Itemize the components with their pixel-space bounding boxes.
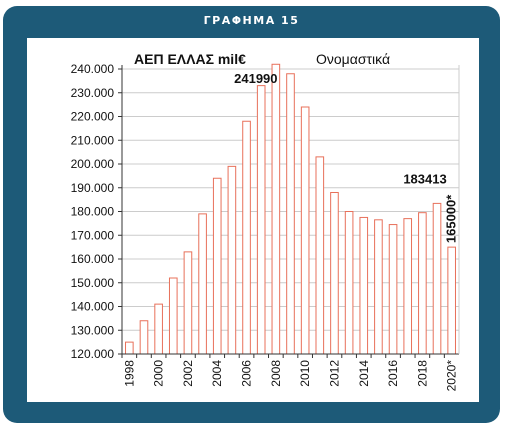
bar	[286, 73, 295, 355]
y-tick-label: 230.000	[71, 86, 115, 100]
chart-title: ΑΕΠ ΕΛΛΑΣ mil€	[134, 51, 246, 67]
y-tick-label: 130.000	[71, 323, 115, 337]
bar	[418, 212, 427, 355]
bar	[256, 85, 266, 355]
bar	[374, 219, 383, 355]
x-tick-label: 2012	[327, 360, 341, 387]
x-tick-label: 2020*	[445, 360, 459, 392]
x-tick-label: 2008	[269, 360, 283, 387]
bar	[359, 216, 369, 355]
y-tick-label: 150.000	[71, 276, 115, 290]
y-tick-label: 240.000	[71, 62, 115, 76]
bar	[300, 106, 310, 355]
bar	[447, 246, 456, 355]
axes	[118, 65, 460, 358]
bar	[271, 63, 281, 355]
y-tick-label: 120.000	[71, 347, 115, 361]
bar	[227, 165, 237, 355]
bar	[168, 277, 178, 355]
data-label: 241990	[234, 71, 277, 86]
bar	[139, 320, 149, 355]
y-tick-label: 160.000	[71, 252, 115, 266]
y-tick-label: 210.000	[71, 133, 115, 147]
bar	[330, 192, 339, 355]
x-tick-label: 2016	[386, 360, 400, 387]
y-tick-label: 200.000	[71, 157, 115, 171]
y-tick-label: 140.000	[71, 300, 115, 314]
chart-subtitle: Ονομαστικά	[316, 51, 390, 67]
frame-title: ΓΡΑΦΗΜΑ 15	[203, 14, 300, 27]
x-tick-label: 2010	[298, 360, 312, 387]
bar	[403, 218, 413, 355]
chart-panel: 120.000 130.000 140.000 150.000 160.000 170.0…	[27, 38, 479, 402]
x-tick-label: 1998	[122, 360, 136, 387]
bar	[125, 341, 134, 355]
data-label: 183413	[403, 171, 446, 186]
bar	[154, 303, 163, 355]
bar	[344, 211, 354, 355]
x-tick-label: 2006	[240, 360, 254, 387]
chart-frame: ΓΡΑΦΗΜΑ 15 120.000 130.000 140.000 150.000 1…	[3, 6, 500, 423]
data-label: 165000*	[444, 194, 459, 243]
bar	[388, 224, 398, 355]
x-tick-labels: 1998 2000 2002 2004 2006 2008 2010 2012 2014 2016…	[122, 360, 458, 392]
x-tick-label: 2002	[181, 360, 195, 387]
x-tick-label: 2018	[415, 360, 429, 387]
bar	[432, 202, 442, 355]
x-tick-label: 2004	[210, 360, 224, 387]
bar	[242, 120, 251, 355]
bar	[183, 251, 193, 355]
y-tick-label: 220.000	[71, 110, 115, 124]
y-tick-label: 170.000	[71, 228, 115, 242]
bar-chart: 120.000 130.000 140.000 150.000 160.000 170.0…	[71, 51, 460, 392]
bar	[198, 213, 207, 355]
bars	[125, 63, 456, 355]
y-tick-label: 190.000	[71, 181, 115, 195]
bar	[315, 156, 325, 355]
y-tick-label: 180.000	[71, 205, 115, 219]
x-tick-label: 2014	[357, 360, 371, 387]
data-labels: 241990 183413 165000*	[234, 71, 459, 243]
x-tick-label: 2000	[152, 360, 166, 387]
bar	[212, 177, 222, 355]
y-tick-labels: 120.000 130.000 140.000 150.000 160.000 170.0…	[71, 62, 115, 361]
